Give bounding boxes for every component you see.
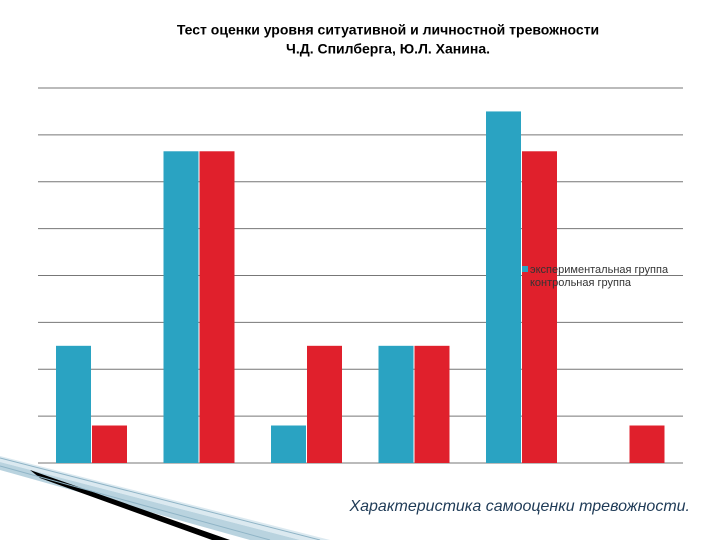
bar [307, 345, 342, 463]
legend-label: экспериментальная группа [530, 264, 669, 276]
bar [486, 111, 521, 463]
decoration [0, 456, 330, 540]
legend-swatch [522, 266, 528, 272]
bar [92, 425, 127, 463]
chart-title: Ч.Д. Спилберга, Ю.Л. Ханина. [286, 41, 490, 57]
bar [629, 425, 665, 463]
bar [163, 151, 199, 463]
bar [271, 425, 306, 463]
bar [56, 345, 91, 463]
bar [414, 345, 450, 463]
chart-title: Тест оценки уровня ситуативной и личност… [177, 22, 599, 38]
legend-label: контрольная группа [530, 277, 632, 289]
bar [199, 151, 235, 463]
bar [378, 345, 414, 463]
bar [522, 151, 557, 463]
caption: Характеристика самооценки тревожности. [348, 498, 690, 515]
